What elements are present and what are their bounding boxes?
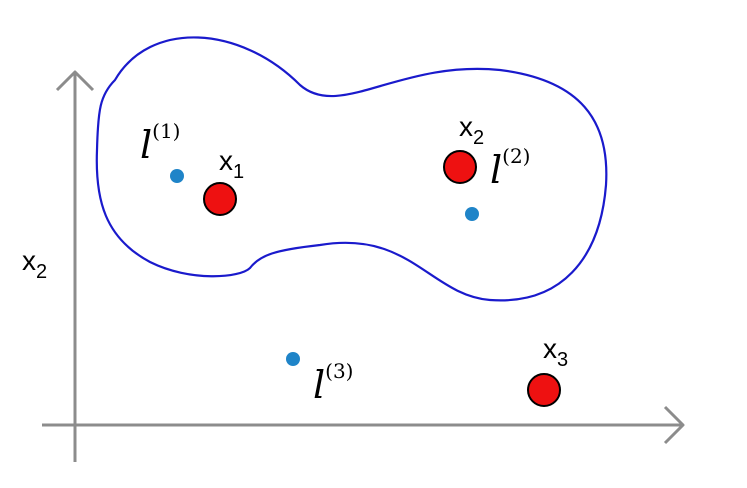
point-x1 xyxy=(203,182,237,216)
landmark-l1-dot xyxy=(170,169,184,183)
region-outline xyxy=(95,36,608,302)
point-x3 xyxy=(527,373,561,407)
point-x3-label: x3 xyxy=(543,333,568,371)
x-axis-arrowhead xyxy=(663,405,685,445)
landmark-l2-dot xyxy=(465,207,479,221)
point-x1-label: x1 xyxy=(219,145,244,183)
axes xyxy=(42,70,685,462)
point-x2-label: x2 xyxy=(459,111,484,149)
landmark-l1-label: l(1) xyxy=(140,119,181,167)
landmark-l3-label: l(3) xyxy=(313,359,354,407)
points: x1 x2 x3 xyxy=(203,111,568,407)
point-x2 xyxy=(443,150,477,184)
y-axis-label: x2 xyxy=(22,245,47,283)
y-axis-arrowhead xyxy=(55,70,95,92)
landmarks: l(1) l(2) l(3) xyxy=(140,119,531,407)
landmark-l3-dot xyxy=(286,352,300,366)
landmark-l2-label: l(2) xyxy=(490,144,531,192)
